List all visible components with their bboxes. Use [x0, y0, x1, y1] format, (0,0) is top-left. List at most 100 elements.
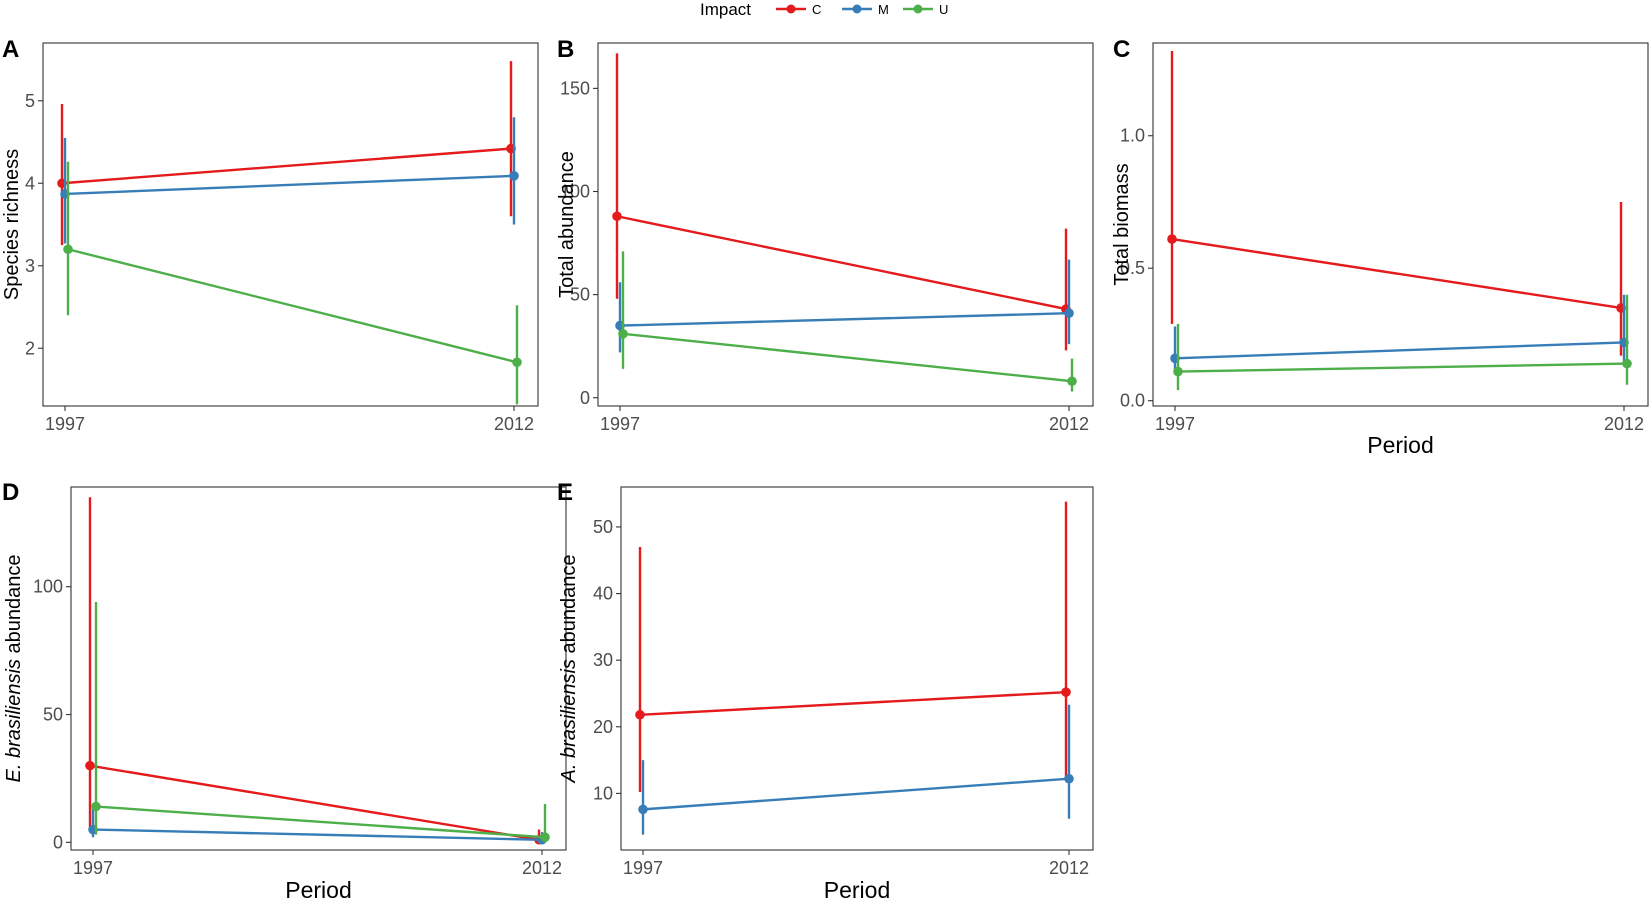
panel-B: B 0 50 100 150 1997 2012 Total abundance	[556, 36, 1094, 434]
series-line	[1177, 362, 1628, 373]
data-point	[1061, 687, 1071, 697]
y-axis-title-species: A. brasiliensis	[558, 659, 580, 783]
data-point	[91, 801, 101, 812]
legend-key-point	[913, 4, 923, 14]
panel-letter: A	[2, 36, 19, 63]
legend-label: U	[939, 2, 948, 17]
series-line	[642, 777, 1070, 811]
series-M	[615, 259, 1074, 353]
panel-letter: B	[557, 36, 574, 63]
data-point	[509, 171, 519, 181]
series-U	[91, 602, 550, 843]
data-point	[612, 211, 622, 222]
series-line	[1174, 341, 1625, 360]
y-tick-label: 4	[25, 173, 35, 193]
data-point	[512, 357, 522, 368]
x-tick-label: 2012	[522, 858, 562, 878]
legend-title: Impact	[700, 0, 751, 19]
legend-label: M	[878, 2, 889, 17]
x-tick-label: 1997	[600, 414, 640, 434]
series-C	[612, 53, 1071, 351]
series-line	[67, 248, 518, 364]
series-line	[95, 805, 546, 839]
y-tick-label: 1.0	[1120, 126, 1145, 146]
series-line	[1171, 237, 1622, 310]
data-point	[540, 832, 550, 843]
x-axis-title: Period	[285, 877, 351, 903]
panel-E: E 10 20 30 40 50 1997 2012 A. brasiliensis abund…	[557, 479, 1094, 903]
series-C	[635, 501, 1071, 793]
y-axis-title: A. brasiliensis abundance	[558, 555, 580, 784]
data-point	[63, 244, 73, 255]
legend-key-point	[852, 4, 862, 14]
y-axis-title-rest: abundance	[558, 555, 580, 660]
y-axis-title-text: Species richness	[1, 149, 23, 300]
series-line	[61, 147, 512, 185]
panel-letter: C	[1113, 36, 1130, 63]
panel-A: A 2 3 4 5 1997 2012 Species richness	[1, 36, 539, 434]
panel-border	[620, 486, 1094, 851]
y-tick-label: 30	[593, 650, 613, 670]
legend-key-point	[786, 4, 796, 14]
x-tick-label: 2012	[1049, 858, 1089, 878]
y-tick-label: 3	[25, 256, 35, 276]
y-axis-title-text: Total abundance	[556, 151, 578, 298]
y-axis-title: Total abundance	[556, 151, 578, 298]
x-tick-label: 1997	[623, 858, 663, 878]
y-axis-title: E. brasiliensis abundance	[3, 555, 25, 783]
data-point	[1622, 358, 1632, 369]
y-tick-label: 0	[580, 388, 590, 408]
data-point	[638, 804, 648, 815]
x-tick-label: 2012	[494, 414, 534, 434]
legend-item-C: C	[776, 2, 821, 17]
data-point	[85, 760, 95, 771]
panel-letter: E	[557, 479, 573, 506]
x-tick-label: 1997	[45, 414, 85, 434]
series-U	[63, 161, 522, 405]
series-C	[85, 497, 544, 845]
legend-item-U: U	[903, 2, 948, 17]
y-tick-label: 50	[43, 705, 63, 725]
y-tick-label: 0.0	[1120, 391, 1145, 411]
legend-label: C	[812, 2, 821, 17]
panel-D: D 0 50 100 1997 2012 E. brasiliensis abundance…	[2, 479, 567, 903]
series-line	[616, 215, 1067, 311]
y-tick-label: 40	[593, 584, 613, 604]
panel-border	[70, 486, 567, 851]
data-point	[635, 709, 645, 720]
y-tick-label: 0.5	[1120, 258, 1145, 278]
y-tick-label: 10	[593, 783, 613, 803]
x-tick-label: 1997	[1155, 414, 1195, 434]
data-point	[1064, 308, 1074, 318]
y-tick-label: 0	[53, 832, 63, 852]
y-tick-label: 100	[560, 182, 590, 202]
series-C	[1167, 50, 1626, 356]
series-M	[60, 117, 519, 244]
data-point	[618, 329, 628, 339]
y-tick-label: 100	[33, 577, 63, 597]
series-U	[618, 251, 1077, 392]
series-line	[64, 174, 515, 196]
y-tick-label: 50	[593, 517, 613, 537]
data-point	[1064, 773, 1074, 784]
series-M	[1170, 294, 1629, 375]
data-point	[1067, 376, 1077, 387]
series-line	[619, 311, 1070, 327]
y-tick-label: 5	[25, 91, 35, 111]
y-tick-label: 50	[570, 285, 590, 305]
x-tick-label: 2012	[1049, 414, 1089, 434]
y-axis-title: Species richness	[1, 149, 23, 300]
data-point	[1173, 366, 1183, 377]
panel-border	[42, 42, 539, 407]
y-tick-label: 150	[560, 78, 590, 98]
x-tick-label: 2012	[1604, 414, 1644, 434]
series-line	[622, 332, 1073, 383]
x-tick-label: 1997	[73, 858, 113, 878]
series-line	[92, 828, 543, 841]
panel-C: C 0.0 0.5 1.0 1997 2012 Total biomass Period	[1111, 36, 1649, 458]
y-axis-title-species: E. brasiliensis	[3, 659, 25, 782]
series-line	[89, 764, 540, 841]
x-axis-title: Period	[1367, 432, 1433, 458]
y-axis-title-rest: abundance	[3, 555, 25, 660]
